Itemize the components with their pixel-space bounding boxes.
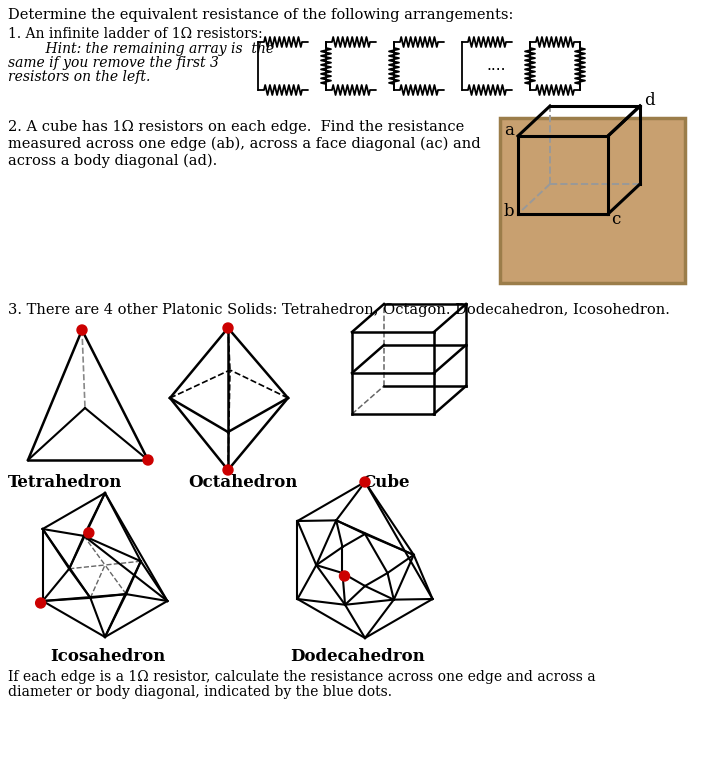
Circle shape [84, 528, 94, 538]
Text: across a body diagonal (ad).: across a body diagonal (ad). [8, 154, 217, 168]
Circle shape [340, 571, 349, 581]
Text: If each edge is a 1Ω resistor, calculate the resistance across one edge and acro: If each edge is a 1Ω resistor, calculate… [8, 670, 596, 684]
Text: measured across one edge (ab), across a face diagonal (ac) and: measured across one edge (ab), across a … [8, 137, 481, 151]
Text: resistors on the left.: resistors on the left. [8, 70, 150, 84]
Text: Icosahedron: Icosahedron [50, 648, 165, 665]
Text: Tetrahedron: Tetrahedron [8, 474, 122, 491]
Text: Cube: Cube [362, 474, 409, 491]
Text: d: d [644, 92, 654, 109]
Circle shape [143, 455, 153, 465]
Circle shape [360, 477, 370, 487]
Text: ....: .... [486, 58, 505, 74]
Text: Octahedron: Octahedron [188, 474, 297, 491]
Text: a: a [504, 122, 514, 139]
Circle shape [223, 465, 233, 475]
Text: b: b [504, 203, 515, 220]
Text: 2. A cube has 1Ω resistors on each edge.  Find the resistance: 2. A cube has 1Ω resistors on each edge.… [8, 120, 465, 134]
Bar [500, 118, 685, 283]
Text: Dodecahedron: Dodecahedron [290, 648, 425, 665]
Circle shape [223, 323, 233, 333]
Circle shape [35, 598, 46, 608]
Text: diameter or body diagonal, indicated by the blue dots.: diameter or body diagonal, indicated by … [8, 685, 392, 699]
Circle shape [77, 325, 87, 335]
Text: 1. An infinite ladder of 1Ω resistors:: 1. An infinite ladder of 1Ω resistors: [8, 27, 263, 41]
Text: Hint: the remaining array is  the: Hint: the remaining array is the [28, 42, 274, 56]
Text: Determine the equivalent resistance of the following arrangements:: Determine the equivalent resistance of t… [8, 8, 513, 22]
Text: 3. There are 4 other Platonic Solids: Tetrahedron, Octagon. Dodecahedron, Icosoh: 3. There are 4 other Platonic Solids: Te… [8, 303, 670, 317]
Text: c: c [611, 211, 621, 228]
Text: same if you remove the first 3: same if you remove the first 3 [8, 56, 219, 70]
